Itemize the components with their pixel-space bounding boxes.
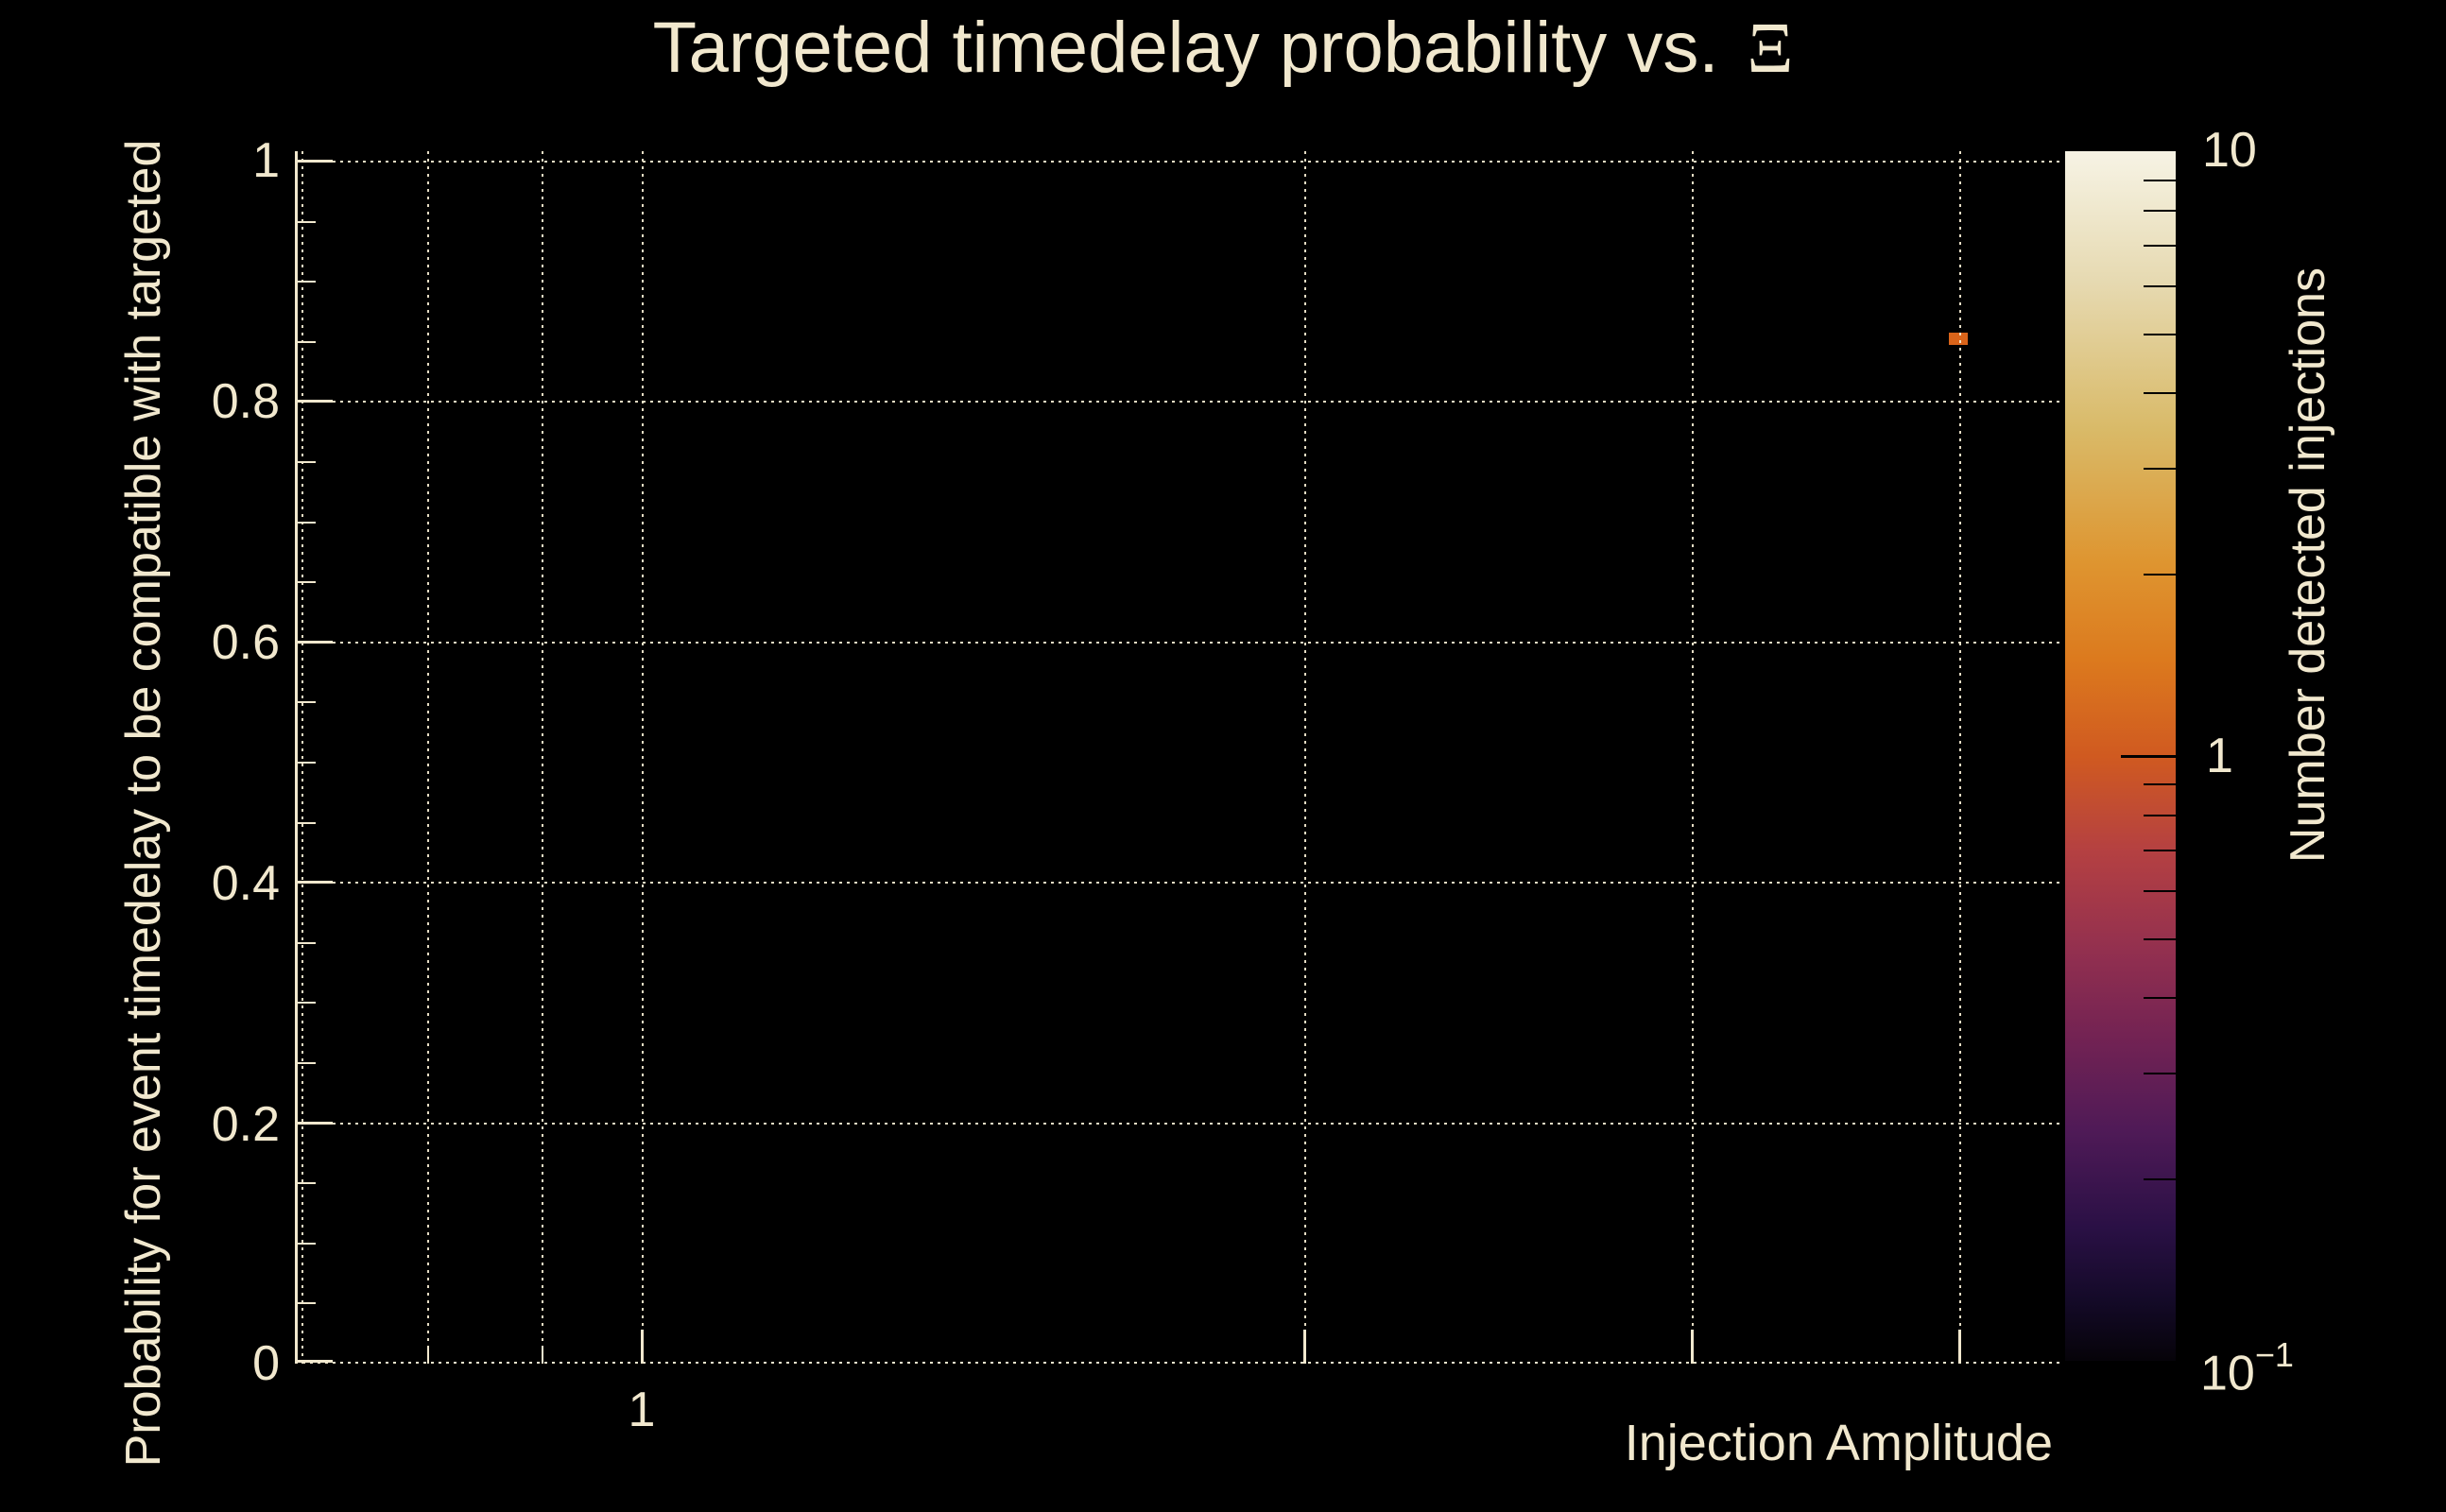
x-axis-title: Injection Amplitude: [1624, 1415, 2053, 1471]
y-axis-minor-tick: [295, 701, 316, 703]
colorbar-minor-tick: [2144, 468, 2176, 470]
y-axis-minor-tick: [295, 581, 316, 583]
colorbar-minor-tick: [2144, 392, 2176, 394]
x-axis-line: [295, 1362, 2061, 1364]
v-gridline: [301, 151, 303, 1364]
y-axis-minor-tick: [295, 942, 316, 944]
chart-title-text: Targeted timedelay probability vs.: [652, 8, 1719, 88]
y-axis-major-tick: [295, 641, 333, 644]
colorbar-title: Number detected injections: [2281, 266, 2335, 864]
colorbar-minor-tick: [2144, 815, 2176, 816]
y-axis-line: [295, 151, 298, 1364]
y-axis-major-tick: [295, 160, 333, 163]
colorbar-tick-label-10: 10: [2202, 123, 2257, 178]
colorbar-tick-label-exponent: −1: [2254, 1335, 2294, 1374]
colorbar-minor-tick: [2144, 285, 2176, 287]
y-axis-minor-tick: [295, 341, 316, 343]
h-gridline: [295, 882, 2061, 884]
y-axis-minor-tick: [295, 822, 316, 824]
x-axis-major-tick: [1958, 1330, 1961, 1364]
colorbar-minor-tick: [2144, 574, 2176, 576]
y-axis-minor-tick: [295, 1243, 316, 1245]
colorbar-minor-tick: [2144, 180, 2176, 181]
x-axis-minor-tick: [427, 1347, 429, 1364]
colorbar-major-tick: [2121, 755, 2176, 758]
v-gridline: [1959, 151, 1961, 1364]
v-gridline: [427, 151, 429, 1364]
y-axis-title: Probability for event timedelay to be co…: [116, 139, 171, 1468]
x-axis-minor-tick: [542, 1347, 543, 1364]
h-gridline: [295, 401, 2061, 403]
y-tick-label: 1: [252, 133, 280, 188]
h-gridline: [295, 642, 2061, 644]
y-axis-major-tick: [295, 400, 333, 403]
colorbar-minor-tick: [2144, 850, 2176, 851]
y-axis-minor-tick: [295, 522, 316, 524]
h-gridline: [295, 161, 2061, 163]
v-gridline: [1304, 151, 1306, 1364]
colorbar-minor-tick: [2144, 890, 2176, 892]
colorbar-minor-tick: [2144, 1073, 2176, 1074]
colorbar-tick-label-0.1: 10−1: [2200, 1332, 2294, 1401]
y-axis-minor-tick: [295, 1062, 316, 1064]
y-axis-minor-tick: [295, 281, 316, 283]
y-axis-major-tick: [295, 881, 333, 884]
colorbar-tick-label-1: 1: [2206, 729, 2233, 783]
y-axis-minor-tick: [295, 1182, 316, 1184]
colorbar-minor-tick: [2144, 1178, 2176, 1180]
h-gridline: [295, 1123, 2061, 1125]
colorbar: [2065, 151, 2176, 1361]
y-tick-label: 0.8: [211, 374, 280, 429]
colorbar-tick-label-base: 10: [2200, 1346, 2255, 1401]
y-axis-minor-tick: [295, 461, 316, 463]
y-tick-label: 0.6: [211, 615, 280, 670]
v-gridline: [642, 151, 644, 1364]
colorbar-minor-tick: [2144, 997, 2176, 999]
x-axis-major-tick: [1303, 1330, 1306, 1364]
xi-symbol: Ξ: [1747, 9, 1794, 88]
colorbar-minor-tick: [2144, 245, 2176, 247]
colorbar-minor-tick: [2144, 334, 2176, 335]
y-axis-minor-tick: [295, 1002, 316, 1004]
colorbar-minor-tick: [2144, 210, 2176, 212]
y-axis-minor-tick: [295, 762, 316, 764]
x-tick-label: 1: [628, 1383, 656, 1437]
y-tick-label: 0.2: [211, 1097, 280, 1152]
v-gridline: [542, 151, 543, 1364]
colorbar-minor-tick: [2144, 783, 2176, 785]
y-axis-major-tick: [295, 1360, 333, 1363]
y-tick-label: 0: [252, 1336, 280, 1391]
chart-title: Targeted timedelay probability vs. Ξ: [0, 6, 2446, 91]
y-axis-minor-tick: [295, 1302, 316, 1304]
plot-area: [295, 151, 2061, 1364]
x-axis-major-tick: [1691, 1330, 1694, 1364]
y-axis-major-tick: [295, 1122, 333, 1125]
y-tick-label: 0.4: [211, 856, 280, 911]
colorbar-minor-tick: [2144, 938, 2176, 940]
data-point-marker: [1949, 333, 1968, 345]
x-axis-major-tick: [641, 1330, 644, 1364]
v-gridline: [1692, 151, 1694, 1364]
y-axis-minor-tick: [295, 221, 316, 223]
